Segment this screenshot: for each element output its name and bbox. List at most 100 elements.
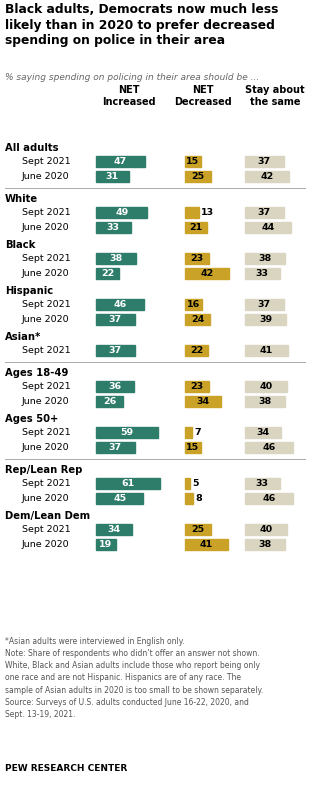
Bar <box>96 314 135 325</box>
Text: 33: 33 <box>256 479 269 488</box>
Bar <box>245 314 286 325</box>
Bar <box>185 478 190 489</box>
Text: June 2020: June 2020 <box>22 494 70 503</box>
Text: 31: 31 <box>106 172 119 181</box>
Bar <box>96 299 144 310</box>
Text: Rep/Lean Rep: Rep/Lean Rep <box>5 465 82 475</box>
Text: NET
Decreased: NET Decreased <box>174 85 232 107</box>
Text: 37: 37 <box>109 315 122 324</box>
Bar <box>96 268 119 279</box>
Text: 36: 36 <box>108 382 122 391</box>
Text: 40: 40 <box>259 382 272 391</box>
Text: 46: 46 <box>263 494 276 503</box>
Text: 38: 38 <box>258 540 272 549</box>
Bar <box>96 345 135 356</box>
Text: June 2020: June 2020 <box>22 223 70 232</box>
Text: 46: 46 <box>113 300 127 309</box>
Bar <box>185 381 209 392</box>
Text: Sept 2021: Sept 2021 <box>22 428 71 437</box>
Text: 34: 34 <box>256 428 269 437</box>
Text: 23: 23 <box>191 254 204 263</box>
Bar <box>96 539 116 550</box>
Bar <box>96 207 148 218</box>
Bar <box>245 539 285 550</box>
Text: 61: 61 <box>122 479 135 488</box>
Text: Hispanic: Hispanic <box>5 286 53 296</box>
Text: 5: 5 <box>192 479 199 488</box>
Bar <box>185 156 201 167</box>
Text: June 2020: June 2020 <box>22 315 70 324</box>
Text: Sept 2021: Sept 2021 <box>22 300 71 309</box>
Text: 37: 37 <box>258 300 271 309</box>
Bar <box>245 493 293 504</box>
Text: 8: 8 <box>195 494 202 503</box>
Text: 49: 49 <box>115 208 128 217</box>
Text: 22: 22 <box>101 269 114 278</box>
Text: Asian*: Asian* <box>5 332 41 342</box>
Bar <box>245 381 287 392</box>
Text: June 2020: June 2020 <box>22 269 70 278</box>
Text: Sept 2021: Sept 2021 <box>22 382 71 391</box>
Bar <box>185 253 209 264</box>
Text: 44: 44 <box>261 223 275 232</box>
Text: % saying spending on policing in their area should be ...: % saying spending on policing in their a… <box>5 73 259 82</box>
Text: Ages 18-49: Ages 18-49 <box>5 368 69 378</box>
Bar <box>96 396 123 407</box>
Text: 40: 40 <box>259 525 272 534</box>
Bar <box>96 478 160 489</box>
Text: 19: 19 <box>99 540 113 549</box>
Bar <box>245 156 284 167</box>
Bar <box>185 524 211 535</box>
Text: 41: 41 <box>200 540 213 549</box>
Text: 37: 37 <box>258 208 271 217</box>
Bar <box>245 222 291 233</box>
Bar <box>245 345 288 356</box>
Text: 22: 22 <box>190 346 203 355</box>
Text: 25: 25 <box>192 172 205 181</box>
Text: 46: 46 <box>263 443 276 452</box>
Bar <box>185 427 192 438</box>
Text: 16: 16 <box>187 300 200 309</box>
Text: 15: 15 <box>186 443 199 452</box>
Text: 42: 42 <box>260 172 274 181</box>
Text: 37: 37 <box>109 346 122 355</box>
Text: 37: 37 <box>258 157 271 166</box>
Text: 47: 47 <box>114 157 127 166</box>
Bar <box>96 156 145 167</box>
Text: June 2020: June 2020 <box>22 540 70 549</box>
Text: Stay about
the same: Stay about the same <box>245 85 305 107</box>
Text: June 2020: June 2020 <box>22 443 70 452</box>
Bar <box>185 222 207 233</box>
Bar <box>245 299 284 310</box>
Bar <box>96 427 158 438</box>
Text: Sept 2021: Sept 2021 <box>22 479 71 488</box>
Bar <box>185 207 199 218</box>
Bar <box>185 314 210 325</box>
Bar <box>96 381 134 392</box>
Text: 15: 15 <box>186 157 199 166</box>
Text: 41: 41 <box>260 346 273 355</box>
Bar <box>185 493 193 504</box>
Bar <box>185 171 211 182</box>
Text: PEW RESEARCH CENTER: PEW RESEARCH CENTER <box>5 764 127 773</box>
Bar <box>185 345 208 356</box>
Bar <box>245 442 293 453</box>
Text: 38: 38 <box>258 254 272 263</box>
Bar <box>185 396 221 407</box>
Text: June 2020: June 2020 <box>22 397 70 406</box>
Text: 37: 37 <box>109 443 122 452</box>
Text: 33: 33 <box>256 269 269 278</box>
Bar <box>185 539 228 550</box>
Text: June 2020: June 2020 <box>22 172 70 181</box>
Text: 42: 42 <box>201 269 214 278</box>
Bar <box>245 268 280 279</box>
Text: 26: 26 <box>103 397 116 406</box>
Text: *Asian adults were interviewed in English only.
Note: Share of respondents who d: *Asian adults were interviewed in Englis… <box>5 637 263 719</box>
Bar <box>96 442 135 453</box>
Bar <box>245 171 289 182</box>
Bar <box>96 524 132 535</box>
Text: 34: 34 <box>107 525 120 534</box>
Bar <box>185 442 201 453</box>
Text: 25: 25 <box>192 525 205 534</box>
Text: Black adults, Democrats now much less
likely than in 2020 to prefer decreased
sp: Black adults, Democrats now much less li… <box>5 3 278 47</box>
